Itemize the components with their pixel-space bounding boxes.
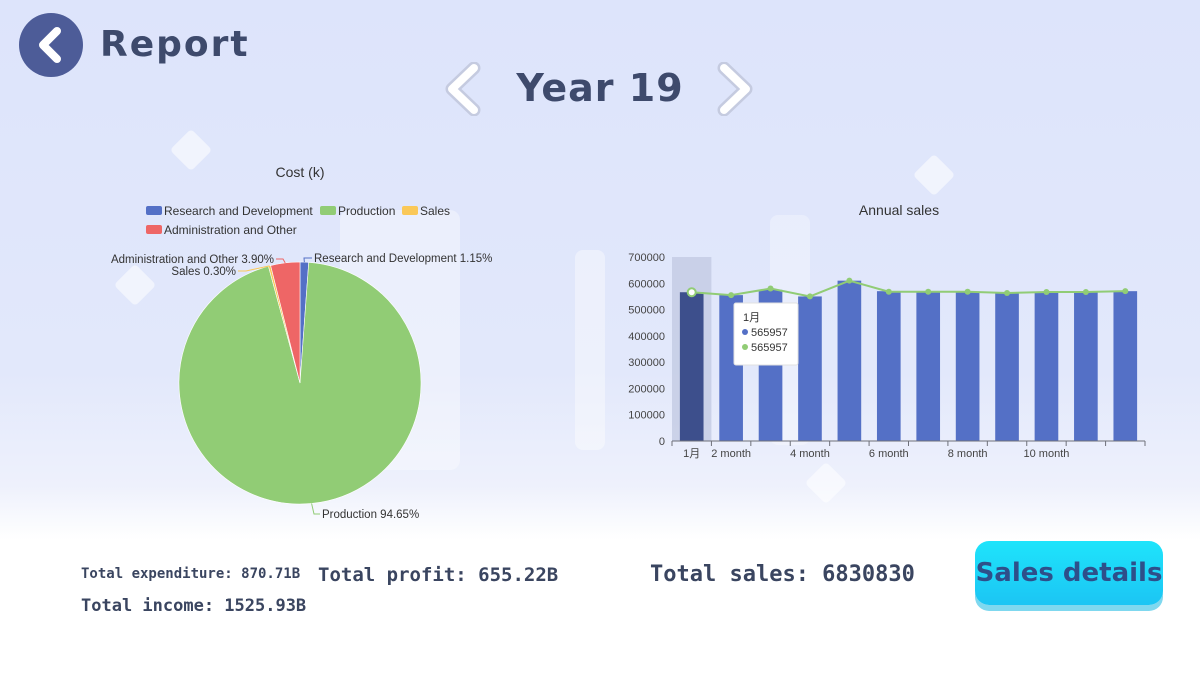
legend-swatch (402, 206, 418, 215)
total-expenditure: Total expenditure: 870.71B (81, 566, 301, 582)
slice-label: Administration and Other 3.90% (111, 254, 274, 266)
bar (837, 280, 862, 441)
y-tick-label: 0 (659, 436, 665, 448)
line-point (925, 288, 932, 295)
chevron-right-icon (717, 62, 753, 116)
line-point (885, 288, 892, 295)
y-tick-label: 400000 (628, 331, 665, 343)
bar (1113, 291, 1138, 441)
tooltip-marker (742, 329, 748, 335)
bar (876, 291, 901, 441)
legend-swatch (146, 225, 162, 234)
legend-swatch (146, 206, 162, 215)
bar (955, 291, 980, 441)
y-tick-label: 300000 (628, 357, 665, 369)
pie-slice (270, 261, 301, 384)
line-point (728, 292, 735, 299)
line-point (1082, 288, 1089, 295)
bar (916, 291, 941, 441)
annual-sales-chart: Annual sales 0 100000 200000 300000 400000 500… (628, 202, 1146, 460)
back-button[interactable] (19, 13, 83, 77)
next-year-button[interactable] (716, 62, 756, 116)
slice-label: Production 94.65% (322, 509, 419, 521)
y-tick-label: 500000 (628, 305, 665, 317)
chevron-left-icon (445, 62, 481, 116)
bar (995, 293, 1019, 441)
y-tick-label: 700000 (628, 252, 665, 264)
pie-slice (178, 261, 422, 505)
tooltip-value: 565957 (751, 327, 788, 339)
line-point (846, 277, 853, 284)
decor-building (575, 250, 605, 450)
label-leader (238, 265, 270, 272)
y-tick-label: 100000 (628, 410, 665, 422)
slice-label: Research and Development 1.15% (314, 253, 492, 265)
tooltip-box (733, 302, 799, 366)
total-sales: Total sales: 6830830 (650, 562, 915, 587)
x-tick-label: 8 month (948, 448, 988, 460)
previous-year-button[interactable] (442, 62, 482, 116)
year-title: Year 19 (516, 66, 684, 110)
tooltip-marker (742, 344, 748, 350)
total-profit: Total profit: 655.22B (318, 564, 559, 586)
cost-pie-chart: Cost (k) Research and Development Producti… (111, 164, 492, 521)
bar (679, 292, 704, 441)
total-income: Total income: 1525.93B (81, 596, 307, 616)
bar-chart-title: Annual sales (859, 202, 939, 218)
sales-details-button[interactable]: Sales details (975, 541, 1163, 605)
bar (1074, 291, 1098, 441)
line-point (767, 285, 774, 292)
chevron-left-icon (39, 27, 61, 63)
x-tick-label: 10 month (1024, 448, 1070, 460)
pie-title: Cost (k) (276, 164, 325, 180)
y-tick-label: 200000 (628, 383, 665, 395)
line-series (691, 279, 1126, 298)
y-tick-label: 600000 (628, 278, 665, 290)
line-point (1122, 288, 1129, 295)
legend-label: Production (338, 204, 395, 218)
label-leader (276, 258, 286, 264)
line-point (806, 293, 813, 300)
page-title: Report (100, 24, 250, 65)
x-tick-label: 2 month (711, 448, 751, 460)
line-point (1004, 290, 1011, 297)
bar (798, 296, 822, 441)
x-tick-label: 6 month (869, 448, 909, 460)
sales-details-label: Sales details (975, 558, 1163, 588)
line-point (964, 288, 971, 295)
label-leader (303, 257, 312, 263)
bar (1034, 291, 1059, 441)
tooltip-value: 565957 (751, 342, 788, 354)
x-tick-label: 1月 (683, 448, 700, 460)
line-point (686, 287, 697, 298)
legend-label: Sales (420, 204, 450, 218)
x-tick-label: 4 month (790, 448, 830, 460)
tooltip-title: 1月 (743, 312, 760, 324)
slice-label: Sales 0.30% (171, 266, 236, 278)
legend-label: Administration and Other (164, 223, 297, 237)
legend-label: Research and Development (164, 204, 313, 218)
legend-swatch (320, 206, 336, 215)
label-leader (311, 503, 320, 515)
line-point (1043, 288, 1050, 295)
